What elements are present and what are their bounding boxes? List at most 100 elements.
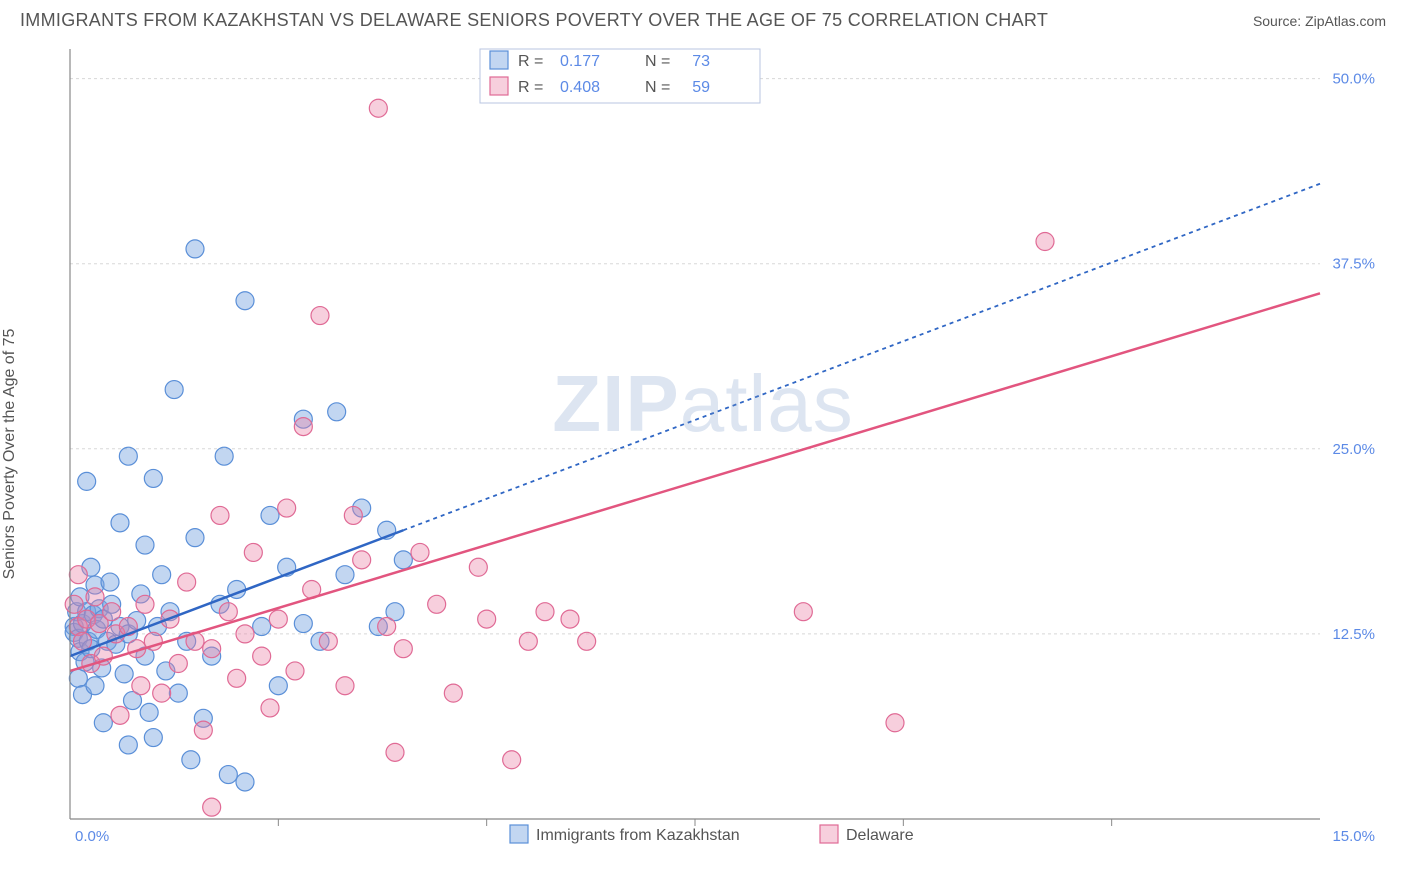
x-tick-label-right: 15.0% xyxy=(1332,828,1375,845)
correlation-chart: 12.5%25.0%37.5%50.0%0.0%15.0%R =0.177N =… xyxy=(20,39,1386,869)
data-point-pink xyxy=(1036,233,1054,251)
data-point-pink xyxy=(444,684,462,702)
data-point-blue xyxy=(165,381,183,399)
data-point-pink xyxy=(411,543,429,561)
data-point-pink xyxy=(261,699,279,717)
fit-line-pink xyxy=(70,293,1320,671)
data-point-pink xyxy=(394,640,412,658)
x-tick-label-left: 0.0% xyxy=(75,828,109,845)
data-point-pink xyxy=(86,588,104,606)
data-point-pink xyxy=(236,625,254,643)
data-point-pink xyxy=(378,618,396,636)
data-point-blue xyxy=(236,773,254,791)
data-point-blue xyxy=(94,714,112,732)
data-point-blue xyxy=(119,736,137,754)
data-point-pink xyxy=(132,677,150,695)
data-point-pink xyxy=(469,558,487,576)
legend-label-blue: Immigrants from Kazakhstan xyxy=(536,827,740,844)
chart-container: Seniors Poverty Over the Age of 75 ZIPat… xyxy=(20,39,1386,869)
data-point-pink xyxy=(478,610,496,628)
data-point-pink xyxy=(178,573,196,591)
legend-n-value: 59 xyxy=(692,79,710,96)
data-point-blue xyxy=(186,529,204,547)
data-point-pink xyxy=(203,640,221,658)
data-point-blue xyxy=(69,669,87,687)
data-point-blue xyxy=(328,403,346,421)
data-point-blue xyxy=(219,766,237,784)
data-point-pink xyxy=(169,655,187,673)
legend-swatch-pink xyxy=(490,77,508,95)
data-point-pink xyxy=(244,543,262,561)
legend-n-label: N = xyxy=(645,79,670,96)
fit-line-blue-ext xyxy=(403,184,1320,531)
data-point-blue xyxy=(294,615,312,633)
data-point-blue xyxy=(78,472,96,490)
data-point-pink xyxy=(353,551,371,569)
legend-r-value: 0.177 xyxy=(560,53,600,70)
data-point-pink xyxy=(794,603,812,621)
source-name: ZipAtlas.com xyxy=(1305,13,1386,29)
data-point-pink xyxy=(578,632,596,650)
data-point-pink xyxy=(336,677,354,695)
legend-swatch-blue xyxy=(510,825,528,843)
data-point-pink xyxy=(228,669,246,687)
data-point-blue xyxy=(269,677,287,695)
data-point-blue xyxy=(394,551,412,569)
data-point-pink xyxy=(219,603,237,621)
data-point-pink xyxy=(194,721,212,739)
data-point-pink xyxy=(253,647,271,665)
data-point-pink xyxy=(311,307,329,325)
data-point-pink xyxy=(369,99,387,117)
data-point-blue xyxy=(186,240,204,258)
legend-r-label: R = xyxy=(518,53,543,70)
data-point-blue xyxy=(336,566,354,584)
data-point-pink xyxy=(294,418,312,436)
data-point-pink xyxy=(111,706,129,724)
data-point-pink xyxy=(519,632,537,650)
data-point-pink xyxy=(278,499,296,517)
source-prefix: Source: xyxy=(1253,13,1305,29)
data-point-blue xyxy=(140,703,158,721)
data-point-blue xyxy=(101,573,119,591)
data-point-pink xyxy=(136,595,154,613)
data-point-blue xyxy=(215,447,233,465)
legend-r-label: R = xyxy=(518,79,543,96)
data-point-blue xyxy=(144,469,162,487)
data-point-blue xyxy=(115,665,133,683)
legend-n-label: N = xyxy=(645,53,670,70)
data-point-pink xyxy=(428,595,446,613)
legend-n-value: 73 xyxy=(692,53,710,70)
y-axis-label: Seniors Poverty Over the Age of 75 xyxy=(1,329,19,580)
data-point-blue xyxy=(153,566,171,584)
data-point-pink xyxy=(269,610,287,628)
data-point-pink xyxy=(561,610,579,628)
y-tick-label: 37.5% xyxy=(1332,256,1375,273)
chart-title: IMMIGRANTS FROM KAZAKHSTAN VS DELAWARE S… xyxy=(20,10,1048,31)
data-point-pink xyxy=(386,743,404,761)
legend-swatch-pink xyxy=(820,825,838,843)
source-label: Source: ZipAtlas.com xyxy=(1253,13,1386,29)
y-tick-label: 12.5% xyxy=(1332,626,1375,643)
data-point-pink xyxy=(319,632,337,650)
data-point-pink xyxy=(286,662,304,680)
legend-r-value: 0.408 xyxy=(560,79,600,96)
legend-swatch-blue xyxy=(490,51,508,69)
data-point-blue xyxy=(182,751,200,769)
y-tick-label: 50.0% xyxy=(1332,71,1375,88)
data-point-pink xyxy=(886,714,904,732)
data-point-blue xyxy=(111,514,129,532)
data-point-pink xyxy=(503,751,521,769)
data-point-blue xyxy=(261,506,279,524)
data-point-pink xyxy=(203,798,221,816)
data-point-blue xyxy=(136,536,154,554)
data-point-pink xyxy=(69,566,87,584)
data-point-blue xyxy=(169,684,187,702)
data-point-blue xyxy=(236,292,254,310)
data-point-pink xyxy=(74,632,92,650)
data-point-blue xyxy=(144,729,162,747)
legend-label-pink: Delaware xyxy=(846,827,914,844)
data-point-pink xyxy=(65,595,83,613)
data-point-blue xyxy=(253,618,271,636)
data-point-blue xyxy=(119,447,137,465)
data-point-pink xyxy=(103,603,121,621)
